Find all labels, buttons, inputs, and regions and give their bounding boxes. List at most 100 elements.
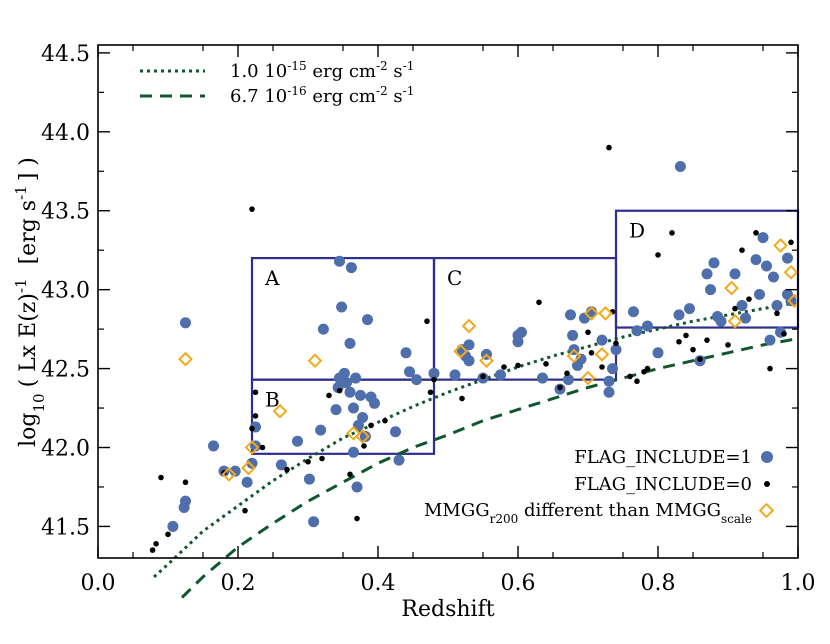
point-include0 — [158, 474, 164, 481]
point-include1 — [715, 315, 727, 327]
point-include1 — [344, 386, 356, 398]
point-include1 — [757, 232, 769, 244]
point-include0 — [259, 444, 266, 451]
point-include1 — [180, 495, 191, 507]
point-include1 — [708, 257, 720, 269]
region-label-b: B — [265, 388, 280, 412]
point-include1 — [785, 295, 797, 307]
point-include1 — [736, 299, 748, 311]
point-include1 — [674, 161, 686, 173]
point-include1 — [603, 375, 615, 387]
point-include1 — [628, 306, 639, 318]
x-tick-label: 0.0 — [81, 571, 116, 596]
point-include1 — [463, 355, 475, 367]
point-include1 — [344, 337, 356, 349]
point-include0 — [305, 458, 311, 465]
point-include0 — [588, 350, 595, 356]
region-label-d: D — [629, 219, 645, 243]
legend-mmgg-label: MMGGr200 different than MMGGscale — [424, 500, 752, 526]
point-include0 — [424, 318, 430, 325]
point-include0 — [774, 310, 780, 317]
point-include1 — [740, 312, 751, 324]
point-include1 — [567, 329, 579, 341]
point-include0 — [536, 299, 542, 306]
point-include0 — [501, 364, 507, 370]
point-mmgg — [566, 348, 582, 364]
legend-dashed-label: 6.7 10-16 erg cm-2 s-1 — [230, 84, 414, 107]
point-include1 — [359, 430, 371, 442]
point-include0 — [368, 422, 374, 429]
point-include0 — [669, 230, 675, 236]
point-include1 — [369, 397, 380, 409]
point-include0 — [690, 346, 696, 353]
point-include1 — [241, 476, 253, 488]
legend-bottom: FLAG_INCLUDE=1 FLAG_INCLUDE=0 MMGGr200 d… — [424, 447, 775, 526]
point-include1 — [684, 303, 695, 315]
legend-include1-label: FLAG_INCLUDE=1 — [574, 447, 752, 468]
region-label-c: C — [447, 266, 462, 290]
point-include0 — [704, 337, 710, 343]
x-tick-label: 1.0 — [781, 571, 816, 596]
point-mmgg — [580, 370, 596, 386]
point-include0 — [732, 305, 738, 312]
y-tick-label: 42.5 — [41, 358, 90, 383]
point-include1 — [729, 268, 741, 280]
point-include1 — [607, 363, 618, 375]
curves-layer — [152, 300, 799, 599]
point-include0 — [347, 471, 353, 478]
point-include1 — [495, 369, 506, 381]
point-mmgg — [272, 403, 288, 419]
point-include1 — [771, 299, 783, 311]
point-include1 — [565, 309, 576, 321]
x-tick-label: 0.6 — [501, 571, 536, 596]
y-tick-label: 43.5 — [41, 200, 90, 225]
point-mmgg — [594, 347, 610, 362]
point-include0 — [336, 387, 343, 394]
point-include0 — [655, 252, 661, 258]
point-include1 — [603, 386, 615, 398]
point-include0 — [627, 373, 633, 380]
point-mmgg — [461, 318, 477, 334]
points-layer — [149, 144, 798, 553]
point-include0 — [354, 515, 360, 522]
point-include1 — [208, 440, 219, 452]
point-include0 — [480, 373, 486, 380]
point-include1 — [596, 334, 608, 346]
flux-limit-curve-dashed — [180, 337, 799, 599]
point-mmgg — [178, 351, 193, 367]
point-include1 — [330, 404, 342, 416]
point-include1 — [167, 520, 179, 532]
point-include1 — [229, 465, 241, 477]
point-include0 — [788, 239, 794, 246]
point-include0 — [557, 384, 563, 391]
point-include1 — [705, 284, 716, 296]
point-include0 — [606, 144, 612, 151]
point-include1 — [338, 367, 350, 379]
point-include1 — [761, 260, 772, 272]
point-include0 — [252, 413, 259, 419]
point-include0 — [149, 547, 156, 553]
legend-top: 1.0 10-15 erg cm-2 s-1 6.7 10-16 erg cm-… — [140, 59, 414, 107]
point-include0 — [153, 540, 159, 547]
point-include0 — [644, 365, 651, 372]
point-include1 — [642, 320, 653, 332]
y-tick-label: 44.0 — [41, 121, 90, 146]
point-include1 — [350, 372, 362, 384]
point-include0 — [725, 342, 731, 348]
point-include0 — [252, 389, 259, 396]
point-include1 — [631, 325, 643, 337]
point-mmgg — [355, 429, 370, 444]
point-include1 — [348, 446, 359, 458]
x-axis-title: Redshift — [401, 597, 494, 622]
point-include1 — [768, 271, 779, 283]
point-include0 — [697, 356, 703, 362]
point-include0 — [543, 361, 549, 367]
point-include0 — [319, 455, 325, 462]
point-include1 — [562, 374, 574, 386]
point-mmgg — [783, 264, 798, 280]
point-include0 — [249, 425, 255, 432]
point-include0 — [739, 247, 745, 253]
point-include1 — [390, 426, 401, 438]
legend-include0-marker — [764, 481, 770, 487]
point-mmgg — [479, 353, 494, 369]
